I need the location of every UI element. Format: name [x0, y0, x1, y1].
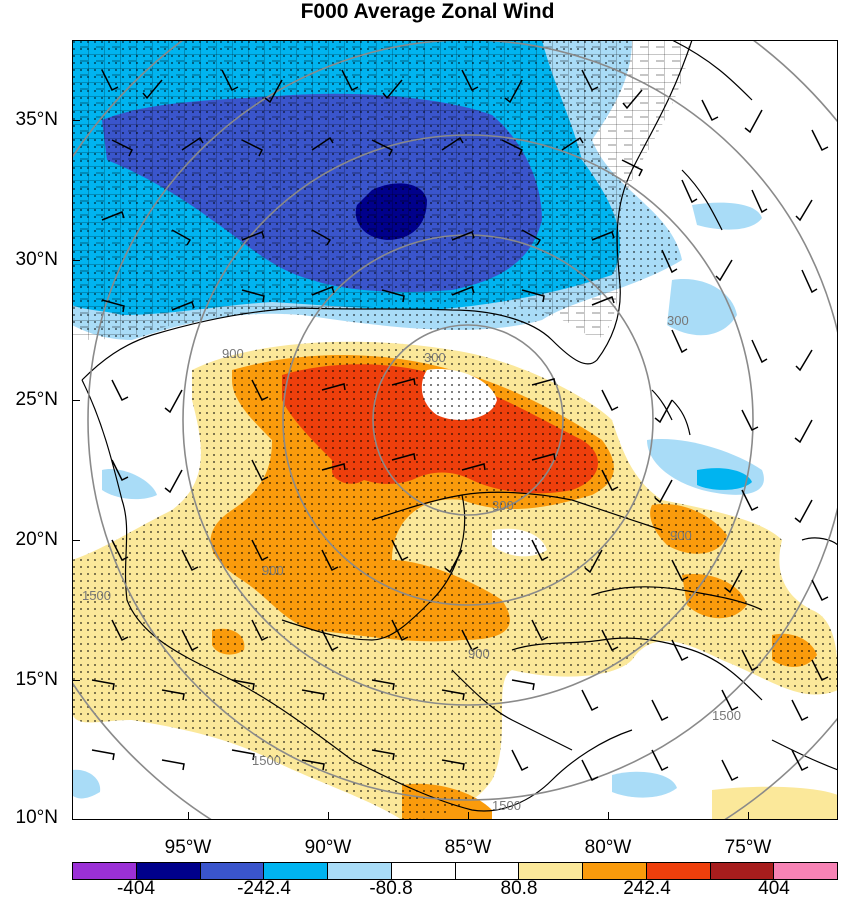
colorbar-swatch: [200, 863, 265, 879]
range-rings: [72, 40, 838, 820]
colorbar-label: -242.4: [237, 878, 291, 899]
ring-label: 300: [667, 313, 689, 328]
ring-label: 1500: [82, 588, 111, 603]
colorbar-label: -404: [116, 878, 156, 899]
ring-label: 900: [670, 528, 692, 543]
range-ring-labels: 300 300 900 900 900 1500 1500 1500 1500 …: [82, 313, 741, 813]
colorbar-label: 404: [758, 878, 790, 899]
lat-label-20n: 20°N: [15, 529, 58, 550]
colorbar-swatch: [73, 863, 137, 879]
ring-label: 900: [262, 563, 284, 578]
colorbar-swatch: [710, 863, 775, 879]
ring-label: 900: [222, 346, 244, 361]
colorbar-swatch: [646, 863, 711, 879]
colorbar-swatch: [519, 863, 583, 879]
us-county-boundaries: [72, 40, 692, 340]
lat-label-30n: 30°N: [15, 249, 58, 270]
lon-label-85w: 85°W: [444, 837, 492, 858]
colorbar-swatch: [774, 863, 837, 879]
lat-tick: [72, 680, 80, 681]
lat-tick: [72, 540, 80, 541]
colorbar-label: 80.8: [500, 878, 538, 899]
map-title: F000 Average Zonal Wind: [300, 0, 555, 23]
ring-label: 1500: [492, 798, 521, 813]
colorbar-label: -80.8: [369, 878, 413, 899]
lat-label-35n: 35°N: [15, 109, 58, 130]
ring-label: 300: [424, 350, 446, 365]
lon-tick: [328, 812, 329, 820]
lat-label-15n: 15°N: [15, 669, 58, 690]
lon-tick: [748, 812, 749, 820]
ring-label: 300: [492, 498, 514, 513]
colorbar-label: 242.4: [623, 878, 671, 899]
lat-tick: [72, 120, 80, 121]
ring-label: 900: [468, 646, 490, 661]
ring-label: 1500: [252, 753, 281, 768]
colorbar-swatch: [264, 863, 328, 879]
colorbar: [72, 862, 838, 880]
ring-label: 1500: [712, 708, 741, 723]
colorbar-swatch: [328, 863, 392, 879]
colorbar-swatch: [136, 863, 201, 879]
lon-tick: [608, 812, 609, 820]
lon-label-90w: 90°W: [304, 837, 352, 858]
lat-tick: [72, 400, 80, 401]
lon-label-75w: 75°W: [724, 837, 772, 858]
lon-tick: [188, 812, 189, 820]
lat-label-10n: 10°N: [15, 807, 58, 828]
lat-tick: [72, 260, 80, 261]
colorbar-swatch: [583, 863, 647, 879]
map-plot-area: 300 300 900 900 900 1500 1500 1500 1500 …: [72, 40, 838, 820]
colorbar-swatch: [391, 863, 456, 879]
lon-tick: [468, 812, 469, 820]
wind-barbs: [91, 69, 829, 782]
lat-label-25n: 25°N: [15, 389, 58, 410]
lon-label-95w: 95°W: [164, 837, 212, 858]
colorbar-swatch: [455, 863, 520, 879]
lon-label-80w: 80°W: [584, 837, 632, 858]
